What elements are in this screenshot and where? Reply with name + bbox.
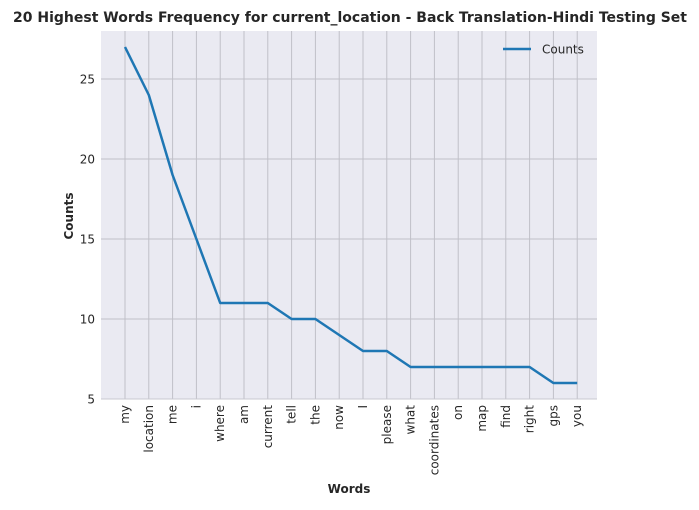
x-tick-label: location [142,405,156,453]
x-tick-label: current [261,405,275,449]
x-tick-label: right [523,405,537,433]
plot-area [101,31,597,399]
x-tick-label: me [166,405,180,424]
y-tick-label: 10 [80,313,95,327]
x-tick-label: where [213,405,227,442]
legend: Counts [503,43,584,57]
x-tick-label: am [237,405,251,424]
x-tick-label: the [308,405,322,425]
x-tick-label: find [499,405,513,428]
x-tick-label: now [332,405,346,430]
x-tick-label: tell [285,405,299,424]
x-tick-label: please [380,405,394,444]
series-layer [123,46,578,385]
x-tick-label: i [189,405,203,408]
x-tick-label: what [404,405,418,435]
y-axis-label: Counts [62,192,76,239]
y-tick-labels: 5 10 15 20 25 [80,73,95,407]
x-tick-label: coordinates [427,405,441,475]
y-tick-label: 15 [80,233,95,247]
x-tick-label: map [475,405,489,432]
x-tick-label: gps [546,405,560,427]
x-tick-label: my [118,405,132,424]
x-tick-label: you [570,405,584,427]
legend-label-counts: Counts [542,43,584,57]
chart-title: 20 Highest Words Frequency for current_l… [13,10,687,26]
y-tick-label: 5 [87,393,95,407]
x-axis-label: Words [328,482,371,496]
y-tick-label: 25 [80,73,95,87]
x-tick-label: on [451,405,465,420]
series-line-counts [123,46,578,385]
x-tick-label: I [356,405,370,409]
y-tick-label: 20 [80,153,95,167]
